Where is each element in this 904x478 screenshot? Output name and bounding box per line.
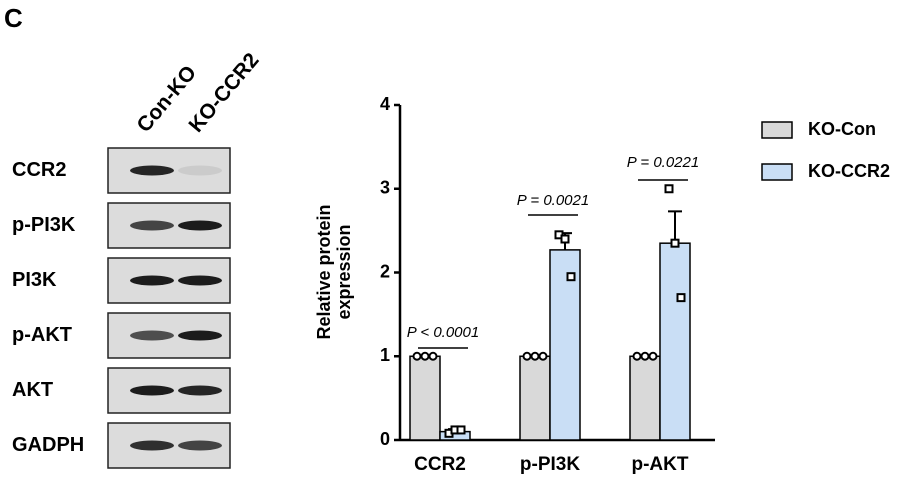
band (178, 385, 222, 396)
protein-label: p-PI3K (12, 214, 76, 236)
data-point (640, 351, 650, 361)
data-point (670, 238, 680, 248)
data-point (428, 351, 438, 361)
band (130, 220, 174, 231)
data-point (456, 425, 466, 435)
bar (519, 355, 551, 441)
band (130, 165, 174, 176)
x-tick-label: p-PI3K (520, 454, 580, 475)
bar (629, 355, 661, 441)
y-axis-label-line: Relative protein (314, 204, 334, 339)
data-point (420, 351, 430, 361)
y-tick-label: 0 (380, 429, 390, 449)
protein-label: AKT (12, 379, 53, 401)
protein-label: PI3K (12, 269, 57, 291)
data-point (412, 351, 422, 361)
lane-label: KO-CCR2 (184, 49, 263, 137)
protein-label: GADPH (12, 434, 84, 456)
y-tick-label: 2 (380, 261, 390, 281)
legend-label: KO-Con (808, 119, 876, 139)
data-point (538, 351, 548, 361)
legend-label: KO-CCR2 (808, 161, 890, 181)
band (130, 275, 174, 286)
data-point (530, 351, 540, 361)
data-point (648, 351, 658, 361)
y-tick-label: 3 (380, 178, 390, 198)
legend-swatch (761, 163, 793, 181)
protein-label: CCR2 (12, 159, 66, 181)
band (130, 385, 174, 396)
data-point (566, 272, 576, 282)
band (178, 220, 222, 231)
bar (409, 355, 441, 441)
band (178, 440, 222, 451)
band (178, 330, 222, 341)
panel-label: C (4, 3, 23, 33)
band (130, 330, 174, 341)
bar (659, 242, 691, 441)
protein-label: p-AKT (12, 324, 72, 346)
p-value: P = 0.0021 (517, 192, 589, 209)
x-tick-label: CCR2 (414, 454, 466, 475)
y-axis-label-line: expression (334, 224, 354, 319)
y-tick-label: 4 (380, 94, 390, 114)
data-point (664, 184, 674, 194)
legend-swatch (761, 121, 793, 139)
band (178, 275, 222, 286)
data-point (632, 351, 642, 361)
p-value: P < 0.0001 (407, 324, 479, 341)
y-axis-label: Relative proteinexpression (314, 204, 354, 339)
band (130, 440, 174, 451)
data-point (676, 293, 686, 303)
data-point (560, 234, 570, 244)
y-tick-label: 1 (380, 345, 390, 365)
x-tick-label: p-AKT (632, 454, 689, 475)
p-value: P = 0.0221 (627, 154, 699, 171)
band (178, 165, 222, 176)
data-point (522, 351, 532, 361)
